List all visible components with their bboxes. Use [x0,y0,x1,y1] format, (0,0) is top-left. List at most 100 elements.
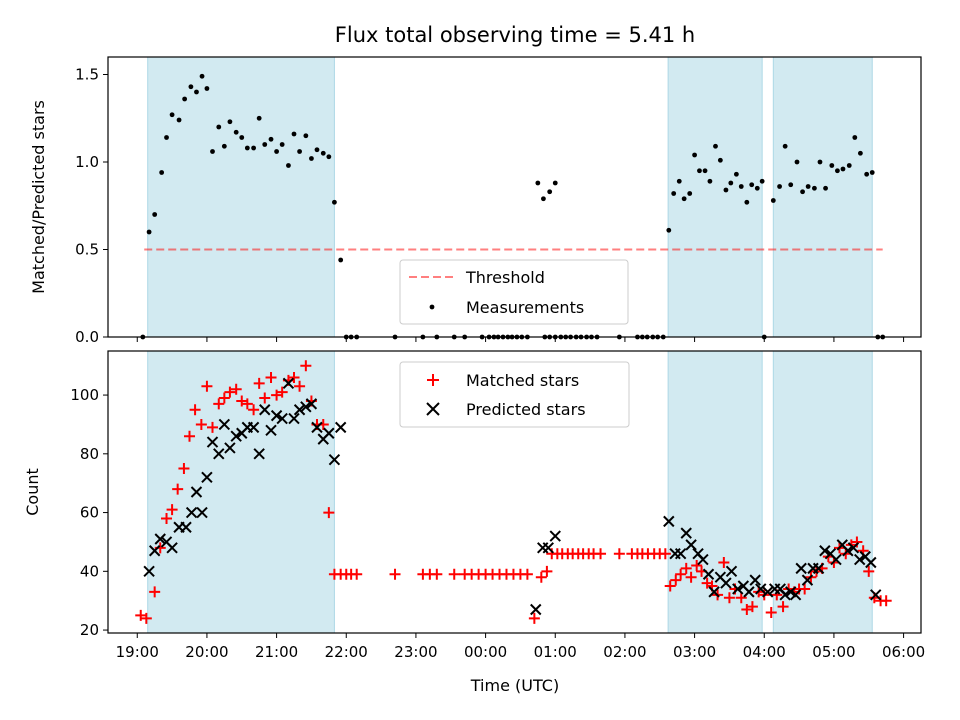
matched-star-point [777,601,789,613]
measurement-point [744,199,750,205]
predicted-star-point [697,553,709,566]
predicted-star-point [143,565,155,578]
predicted-star-point [720,577,732,589]
measurement-point [159,170,165,175]
matched-star-point [224,386,236,398]
predicted-star-point [812,562,825,575]
measurements-legend-label: Measurements [466,298,584,317]
measurement-point [303,133,309,139]
count-x-tick-label: 02:00 [603,643,646,661]
measurement-point [777,184,782,189]
measurement-point [671,191,677,196]
measurement-point [823,185,828,191]
measurement-point [552,180,558,186]
measurement-point [846,163,852,168]
ratio-panel: 0.0 0.5 1.0 1.5 Matched/Predicted stars Thr… [29,56,922,346]
count-y-tick-label: 20 [80,621,99,639]
matched-star-point [253,377,265,389]
measurement-point [279,142,285,147]
matched-star-point [140,612,152,624]
matched-star-point [659,548,671,560]
measurement-point [805,184,811,189]
count-y-tick-label: 40 [80,562,99,580]
matched-star-point [201,380,213,392]
measurement-point [723,187,729,193]
count-panel: 20 40 60 80 100 19:00 20:00 21:00 22:00 23:00 00:… [23,350,925,661]
measurement-point [697,168,702,174]
good-span-0 [147,350,335,634]
predicted-star-point [224,442,236,454]
count-y-ticks: 20 40 60 80 100 [70,386,108,639]
matched-star-point [741,604,753,615]
count-x-tick-label: 20:00 [185,643,228,661]
predicted-star-point [549,530,561,542]
matched-star-point [723,592,735,604]
predicted-star-point [685,539,697,551]
matched-star-point [541,565,553,577]
matched-star-point [218,392,230,404]
matched-star-point [149,586,161,598]
predicted-star-point [148,545,161,557]
measurement-point [749,182,755,188]
measurement-point [707,178,713,184]
count-panel-frame [107,350,922,634]
predicted-star-point [749,574,761,586]
matched-star-point [323,507,335,519]
predicted-star-point [185,506,198,519]
matched-star-point [691,559,703,571]
predicted-star-point [180,521,192,533]
matched-star-point [236,395,248,407]
predicted-star-point [247,421,260,434]
predicted-star-point [206,436,219,448]
ratio-y-tick-label: 0.0 [75,328,99,346]
measurement-point [541,196,546,202]
matched-star-point [765,606,777,618]
matched-star-point [431,568,443,580]
count-y-tick-label: 100 [70,386,99,404]
matched-star-point [195,418,207,430]
count-x-tick-label: 22:00 [325,643,368,661]
matched-star-point [184,430,196,442]
measurement-point [788,182,794,188]
predicted-star-point [801,574,814,586]
matched-star-point [685,571,697,583]
measurement-point [221,143,227,149]
matched-star-point [735,592,747,604]
ratio-legend-box [399,259,629,325]
measurement-point [782,143,788,149]
measurement-point [164,135,169,140]
measurement-point [262,142,268,147]
measurement-point [244,145,250,151]
matched-star-point [230,383,242,395]
measurement-point [227,119,233,125]
measurement-point [800,189,805,195]
measurement-point [754,185,760,191]
measurement-point [309,156,314,161]
measurement-point [182,96,188,102]
predicted-star-point [732,583,744,595]
matched-star-point [389,568,401,580]
measurement-point [692,152,697,158]
count-x-tick-label: 05:00 [812,643,855,661]
ratio-y-ticks: 0.0 0.5 1.0 1.5 [75,66,108,346]
measurement-point [268,136,274,142]
count-x-tick-label: 03:00 [673,643,716,661]
good-span-0 [147,56,335,338]
measurement-point [286,163,291,168]
matched-star-point [178,463,190,474]
matched-star-point [680,562,692,574]
matched-star-point [799,583,811,595]
predicted-star-point [865,556,877,569]
ratio-y-tick-label: 0.5 [75,241,99,259]
predicted-star-point [300,401,312,413]
count-x-tick-label: 06:00 [882,643,925,661]
measurement-point [840,166,846,172]
matched-star-point [276,386,288,398]
predicted-star-point [213,448,225,460]
count-y-tick-label: 60 [80,504,99,522]
measurement-point [204,86,210,91]
matched-star-point [189,404,201,416]
predicted-star-point [311,421,323,434]
measurement-point [233,129,239,135]
matched-stars-legend-swatch [427,374,439,386]
